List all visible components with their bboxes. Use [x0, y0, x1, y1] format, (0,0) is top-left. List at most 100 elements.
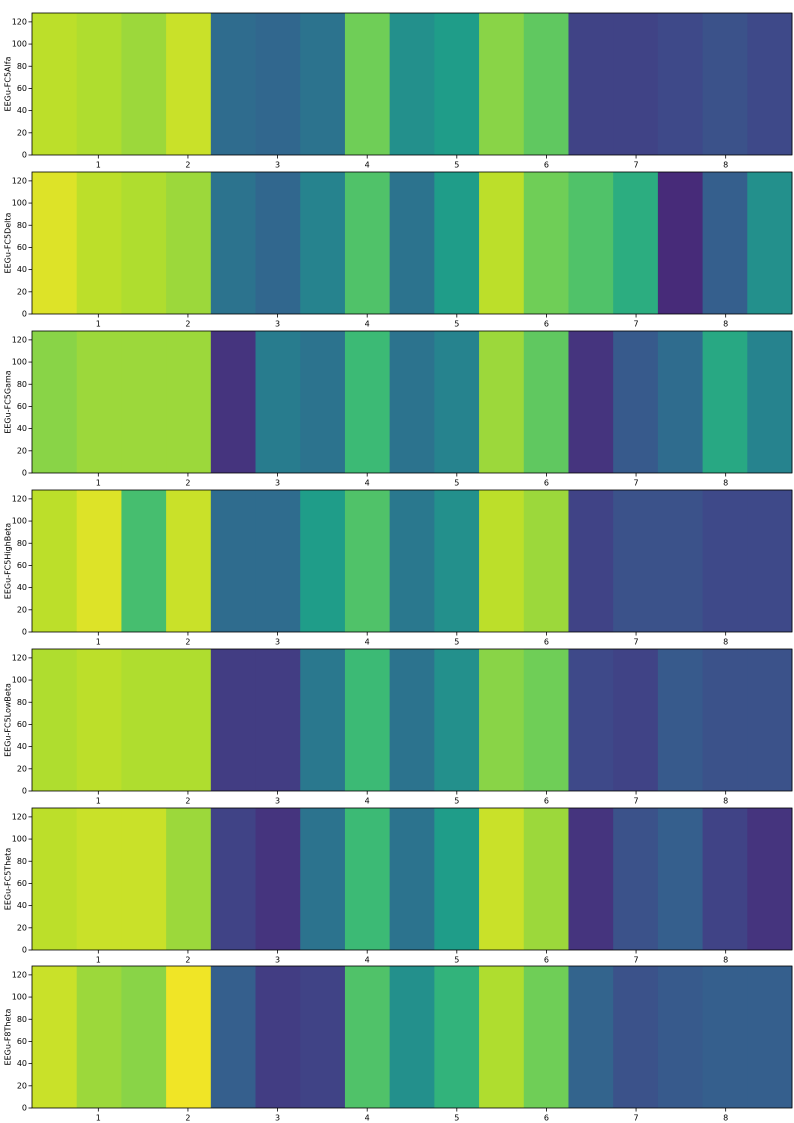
axes-frame: [31, 807, 793, 951]
heatmap-cell: [210, 966, 257, 1108]
heatmap-cell: [121, 172, 167, 314]
x-tick-label: 5: [454, 638, 459, 647]
heatmap-cell: [657, 808, 704, 950]
x-tick-label: 7: [634, 479, 639, 488]
x-tick-label: 1: [96, 320, 101, 329]
heatmap-cell: [479, 331, 525, 473]
heatmap-cell: [121, 966, 167, 1108]
heatmap-cell: [523, 331, 569, 473]
heatmap-cell: [523, 13, 569, 155]
heatmap-cell: [434, 172, 480, 314]
x-tick-label: 8: [723, 320, 728, 329]
heatmap-cell: [657, 331, 704, 473]
heatmap-cell: [747, 966, 793, 1108]
x-tick-label: 5: [454, 320, 459, 329]
heatmap-cell: [32, 331, 78, 473]
y-tick-label: 40: [17, 265, 27, 274]
x-tick-label: 6: [544, 161, 549, 170]
x-tick-label: 1: [96, 638, 101, 647]
heatmap-cell: [344, 808, 391, 950]
heatmap-cell: [76, 490, 122, 632]
heatmap-cell: [702, 649, 748, 791]
heatmap-cell: [76, 966, 122, 1108]
x-tick-label: 8: [723, 161, 728, 170]
x-tick-label: 1: [96, 797, 101, 806]
heatmap-cell: [747, 13, 793, 155]
heatmap-cell: [523, 966, 569, 1108]
heatmap-cell: [568, 808, 614, 950]
y-tick-label: 40: [17, 742, 27, 751]
y-tick-label: 60: [17, 84, 27, 93]
heatmap-cell: [300, 172, 346, 314]
y-tick-label: 120: [12, 970, 27, 979]
x-tick-label: 1: [96, 479, 101, 488]
y-tick-label: 60: [17, 561, 27, 570]
y-axis-label: EEGu-FC5LowBeta: [4, 683, 13, 757]
y-tick-label: 100: [12, 676, 27, 685]
y-tick-label: 60: [17, 243, 27, 252]
heatmap-cell: [568, 13, 614, 155]
heatmap-cell: [747, 331, 793, 473]
axes-frame: [31, 648, 793, 792]
heatmap-cell: [613, 966, 659, 1108]
x-tick-label: 2: [185, 797, 190, 806]
heatmap-cell: [479, 172, 525, 314]
heatmap-cell: [32, 966, 78, 1108]
heatmap-cell: [389, 13, 435, 155]
x-tick-label: 2: [185, 956, 190, 965]
heatmap-cell: [434, 649, 480, 791]
heatmap-cell: [166, 649, 212, 791]
y-tick-label: 100: [12, 993, 27, 1002]
heatmap-cell: [613, 808, 659, 950]
heatmap-cell: [479, 808, 525, 950]
x-tick-label: 3: [275, 320, 280, 329]
y-tick-label: 60: [17, 879, 27, 888]
heatmap-cell: [568, 331, 614, 473]
heatmap-cell: [702, 966, 748, 1108]
y-tick-label: 120: [12, 653, 27, 662]
x-tick-label: 6: [544, 320, 549, 329]
heatmap-cell: [479, 13, 525, 155]
x-tick-label: 1: [96, 161, 101, 170]
heatmap-cell: [32, 172, 78, 314]
heatmap-cell: [523, 649, 569, 791]
y-tick-label: 120: [12, 812, 27, 821]
y-tick-label: 0: [22, 469, 27, 478]
y-tick-label: 20: [17, 605, 27, 614]
y-axis-label: EEGu-FC5Delta: [4, 212, 13, 273]
y-tick-label: 60: [17, 1037, 27, 1046]
y-tick-label: 40: [17, 1059, 27, 1068]
x-tick-label: 4: [365, 161, 370, 170]
x-tick-label: 2: [185, 638, 190, 647]
x-tick-label: 7: [634, 1114, 639, 1123]
y-tick-label: 40: [17, 106, 27, 115]
x-tick-label: 4: [365, 479, 370, 488]
x-tick-label: 4: [365, 638, 370, 647]
heatmap-cell: [121, 331, 167, 473]
x-tick-label: 5: [454, 161, 459, 170]
heatmap-cell: [166, 13, 212, 155]
heatmap-cell: [479, 490, 525, 632]
heatmap-cell: [166, 331, 212, 473]
heatmap-cell: [255, 966, 301, 1108]
x-tick-label: 6: [544, 956, 549, 965]
y-tick-label: 80: [17, 1015, 27, 1024]
axes-frame: [31, 171, 793, 315]
y-tick-label: 40: [17, 583, 27, 592]
x-tick-label: 3: [275, 1114, 280, 1123]
y-tick-label: 100: [12, 199, 27, 208]
heatmap-cell: [702, 808, 748, 950]
y-axis-label: EEGu-FC5Gama: [4, 370, 13, 433]
x-tick-label: 8: [723, 956, 728, 965]
x-tick-label: 2: [185, 320, 190, 329]
y-tick-label: 80: [17, 380, 27, 389]
heatmap-cell: [344, 172, 391, 314]
x-tick-label: 5: [454, 1114, 459, 1123]
heatmap-cell: [210, 808, 257, 950]
axes-frame: [31, 489, 793, 633]
heatmap-cell: [210, 13, 257, 155]
y-axis-label: EEGu-FC5HighBeta: [4, 523, 13, 599]
heatmap-cell: [210, 331, 257, 473]
